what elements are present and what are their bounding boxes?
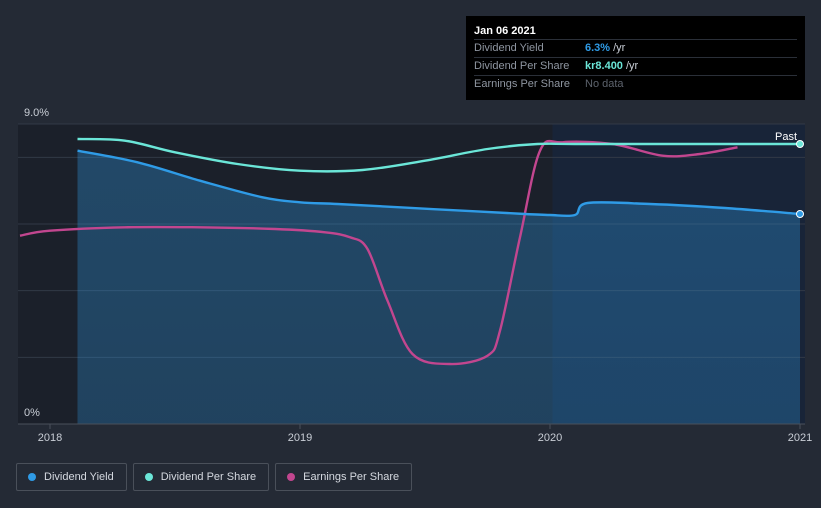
- tooltip-value: No data: [585, 78, 624, 90]
- y-axis-top-label: 9.0%: [24, 107, 49, 119]
- earnings-per-share-line[interactable]: [19, 139, 738, 366]
- x-tick-label: 2020: [538, 432, 562, 444]
- tooltip-unit: /yr: [625, 60, 639, 72]
- legend-dot-icon: [287, 473, 296, 481]
- dividend-per-share-line[interactable]: [77, 137, 801, 173]
- y-axis-bottom-label: 0%: [24, 407, 40, 419]
- legend: Dividend Yield Dividend Per Share Earnin…: [16, 463, 413, 491]
- dividend-per-share-end-dot: [796, 140, 804, 148]
- x-tick-label: 2019: [288, 432, 312, 444]
- tooltip-row-dividend-yield: Dividend Yield 6.3% /yr: [474, 39, 797, 57]
- x-tick-label: 2021: [788, 432, 812, 444]
- tooltip-label: Dividend Yield: [474, 42, 544, 54]
- tooltip-unit: /yr: [613, 42, 626, 54]
- tooltip-value: 6.3%: [585, 42, 611, 54]
- tooltip-row-dividend-per-share: Dividend Per Share kr8.400 /yr: [474, 57, 797, 75]
- legend-dot-icon: [28, 473, 36, 481]
- dividend-yield-line[interactable]: [77, 149, 801, 218]
- tooltip-label: Earnings Per Share: [474, 78, 570, 90]
- chart-area: 9.0% 0% Past 2018 2019 2020 2021: [18, 107, 812, 444]
- legend-dot-icon: [144, 473, 153, 481]
- dividend-yield-end-dot: [796, 210, 804, 218]
- legend-item-dividend-per-share[interactable]: Dividend Per Share: [132, 463, 270, 491]
- x-tick-label: 2018: [38, 432, 62, 444]
- tooltip-label: Dividend Per Share: [474, 60, 570, 72]
- legend-label: Dividend Per Share: [160, 471, 257, 483]
- legend-item-earnings-per-share[interactable]: Earnings Per Share: [275, 463, 413, 491]
- legend-item-dividend-yield[interactable]: Dividend Yield: [16, 463, 127, 491]
- legend-label: Dividend Yield: [44, 471, 114, 483]
- tooltip-value: kr8.400: [585, 60, 623, 72]
- tooltip-date: Jan 06 2021: [474, 25, 536, 37]
- legend-label: Earnings Per Share: [303, 471, 400, 483]
- dividend-yield-area: [77, 150, 800, 424]
- past-label: Past: [775, 131, 797, 143]
- tooltip-row-earnings-per-share: Earnings Per Share No data: [474, 75, 797, 93]
- tooltip: Jan 06 2021 Dividend Yield 6.3% /yr Divi…: [466, 16, 805, 100]
